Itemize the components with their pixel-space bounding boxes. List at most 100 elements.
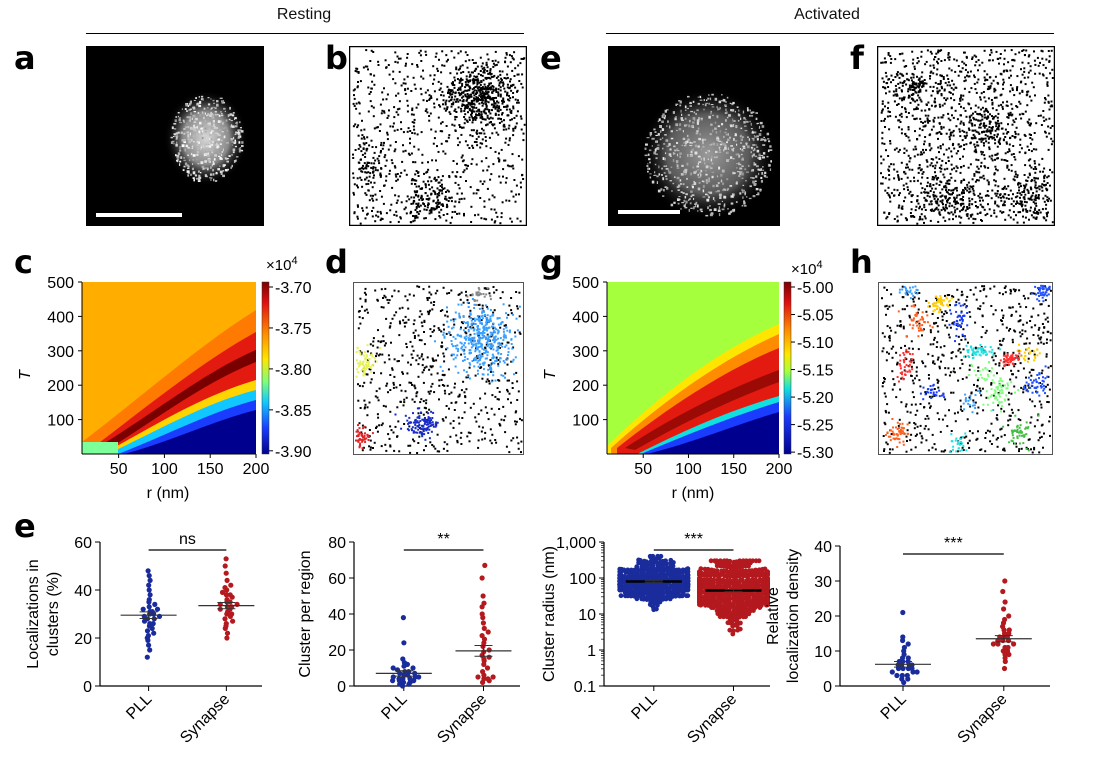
localization-dot xyxy=(412,125,415,128)
cluster-dot xyxy=(489,96,492,99)
speckle-dot xyxy=(710,123,713,126)
localization-dot xyxy=(1007,61,1010,64)
localization-dot xyxy=(413,337,416,339)
speckle-dot xyxy=(237,133,240,135)
localization-dot xyxy=(943,59,946,62)
localization-dot xyxy=(373,181,376,184)
localization-dot xyxy=(425,171,428,174)
speckle-dot xyxy=(697,210,699,212)
localization-dot xyxy=(1035,190,1038,193)
speckle-dot xyxy=(740,127,743,129)
speckle-dot xyxy=(754,136,757,138)
localization-dot xyxy=(375,425,378,428)
cluster-dot xyxy=(367,165,370,168)
localization-dot xyxy=(497,133,500,136)
speckle-dot xyxy=(221,101,224,104)
speckle-dot xyxy=(752,149,755,152)
localization-dot xyxy=(378,424,381,427)
cluster-dot xyxy=(979,122,982,125)
cluster-dot xyxy=(445,99,448,102)
localization-dot xyxy=(433,137,436,140)
localization-dot xyxy=(508,137,511,140)
speckle-dot xyxy=(655,153,658,155)
speckle-dot xyxy=(746,171,749,173)
cluster-dot xyxy=(491,109,493,112)
localization-dot xyxy=(409,221,412,224)
localization-dot xyxy=(1018,92,1021,95)
cluster-dot xyxy=(486,86,489,89)
localization-dot xyxy=(494,220,497,223)
localization-dot xyxy=(418,285,421,288)
cluster-dot xyxy=(480,95,483,98)
speckle-dot xyxy=(749,120,751,123)
speckle-dot xyxy=(657,144,660,146)
localization-dot xyxy=(386,298,389,301)
localization-dot xyxy=(477,304,480,306)
localization-dot xyxy=(941,116,944,119)
cluster-dot xyxy=(484,136,487,138)
localization-dot xyxy=(474,61,477,64)
cluster-dot xyxy=(921,80,924,83)
speckle-dot xyxy=(212,106,216,108)
cluster-dot xyxy=(1009,111,1012,114)
cluster-dot xyxy=(481,90,484,93)
cluster-dot xyxy=(511,360,514,363)
cluster-dot xyxy=(489,112,492,115)
localization-dot xyxy=(898,194,900,197)
cluster-dot xyxy=(920,109,923,112)
cluster-dot xyxy=(1014,130,1017,133)
cluster-dot xyxy=(478,108,481,111)
cluster-dot xyxy=(968,103,971,106)
localization-dot xyxy=(422,69,424,72)
speckle-dot xyxy=(220,122,222,125)
localization-dot xyxy=(503,419,506,422)
cluster-dot xyxy=(415,202,418,205)
cluster-dot xyxy=(374,169,377,172)
cluster-dot xyxy=(475,114,478,117)
speckle-dot xyxy=(694,144,698,148)
localization-dot xyxy=(1037,212,1040,215)
localization-dot xyxy=(449,422,452,425)
localization-dot xyxy=(384,296,387,299)
cluster-dot xyxy=(988,122,991,125)
localization-dot xyxy=(1009,90,1012,93)
cluster-dot xyxy=(998,139,1001,141)
cluster-dot xyxy=(912,85,915,88)
localization-dot xyxy=(355,70,358,73)
localization-dot xyxy=(889,142,892,145)
speckle-dot xyxy=(761,172,764,175)
cluster-dot xyxy=(905,83,908,86)
speckle-dot xyxy=(201,144,204,147)
cluster-dot xyxy=(987,130,990,133)
localization-dot xyxy=(434,208,437,211)
cluster-dot xyxy=(465,370,468,373)
cluster-dot xyxy=(462,171,465,174)
localization-dot xyxy=(395,214,398,217)
cluster-dot xyxy=(951,192,954,194)
speckle-dot xyxy=(709,208,712,212)
localization-dot xyxy=(955,170,958,173)
cluster-dot xyxy=(481,311,484,314)
localization-dot xyxy=(428,408,431,411)
speckle-dot xyxy=(661,115,664,119)
localization-dot xyxy=(522,178,525,180)
cluster-dot xyxy=(982,122,985,125)
localization-dot xyxy=(1008,76,1011,79)
speckle-dot xyxy=(193,100,196,101)
speckle-dot xyxy=(710,113,712,115)
speckle-dot xyxy=(211,127,215,129)
localization-dot xyxy=(960,180,963,182)
localization-dot xyxy=(486,411,489,414)
speckle-dot xyxy=(684,105,687,109)
localization-dot xyxy=(376,169,379,172)
speckle-dot xyxy=(191,167,194,171)
localization-dot xyxy=(477,213,480,216)
cluster-dot xyxy=(1007,112,1010,115)
localization-dot xyxy=(447,200,450,202)
localization-dot xyxy=(898,114,901,117)
localization-dot xyxy=(890,58,893,60)
localization-dot xyxy=(445,405,448,407)
cluster-dot xyxy=(1034,171,1037,174)
speckle-dot xyxy=(222,101,225,104)
cluster-dot xyxy=(449,93,452,96)
